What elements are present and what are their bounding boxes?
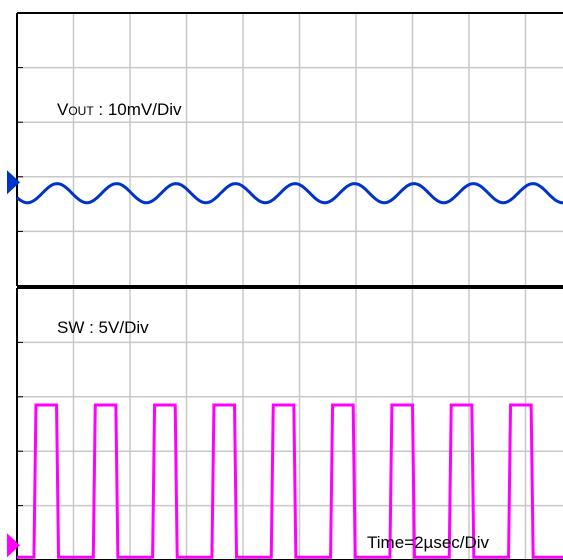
vout-panel <box>7 12 563 287</box>
timebase-label: Time=2µsec/Div <box>367 533 490 552</box>
vout-ground-marker <box>7 170 20 195</box>
sw-channel-label: SW : 5V/Div <box>57 318 149 337</box>
vout-channel-label: VOUT : 10mV/Div <box>57 100 182 119</box>
sw-panel <box>7 287 563 560</box>
sw-switching-trace <box>17 403 563 559</box>
sw-ground-marker <box>7 533 20 558</box>
vout-ripple-trace <box>15 182 563 205</box>
